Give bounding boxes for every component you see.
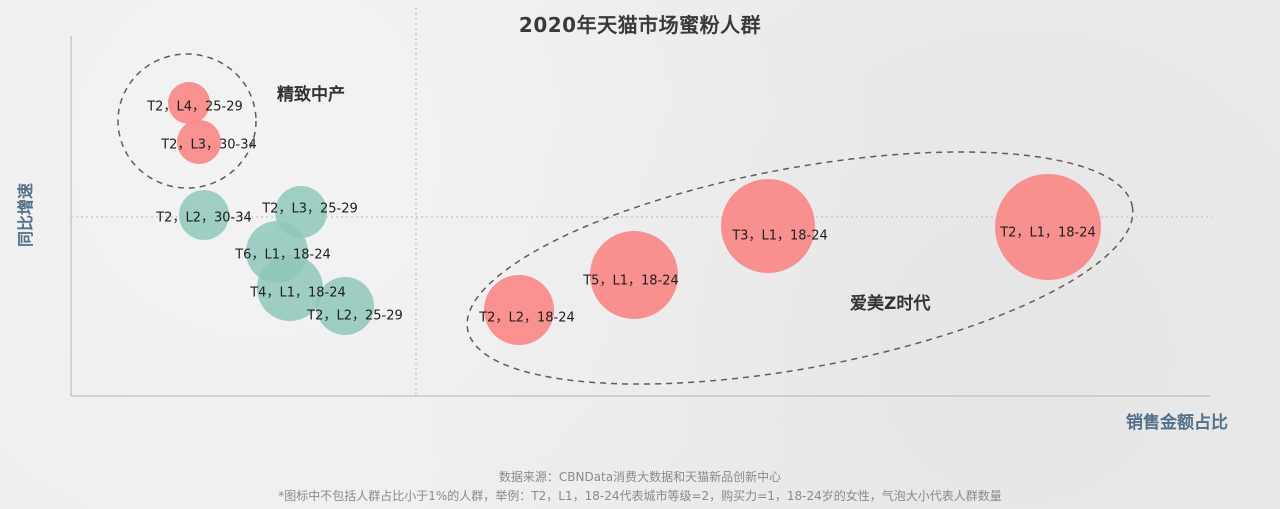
bubble-t2-l3-30-34[interactable]: [177, 120, 221, 164]
bubble-t6-l1-18-24[interactable]: [246, 221, 308, 283]
bubble-t2-l2-30-34[interactable]: [179, 190, 229, 240]
bubble-label: T2，L2，18-24: [479, 310, 575, 326]
bubble-label: T2，L4，25-29: [147, 99, 243, 115]
group-outline-jingzhi: [117, 53, 257, 189]
bubble-label: T2，L1，18-24: [1000, 225, 1096, 241]
footnote: *图标中不包括人群占比小于1%的人群，举例：T2，L1，18-24代表城市等级=…: [278, 489, 1002, 503]
teal-bubbles: [179, 186, 374, 335]
bubble-t2-l4-25-29[interactable]: [168, 82, 210, 124]
bubble-label: T4，L1，18-24: [250, 285, 346, 301]
group-label-aimei-z-shidai: 爱美Z时代: [850, 294, 931, 314]
x-axis-label: 销售金额占比: [1126, 413, 1228, 433]
bubble-label: T2，L3，25-29: [262, 201, 358, 217]
data-source-note: 数据来源：CBNData消费大数据和天猫新品创新中心: [498, 470, 782, 484]
bubble-label: T5，L1，18-24: [583, 273, 679, 289]
bubble-label: T2，L2，25-29: [307, 308, 403, 324]
red-bubbles: [168, 82, 1101, 345]
chart-title: 2020年天猫市场蜜粉人群: [518, 13, 762, 37]
y-axis-label: 同比增速: [16, 182, 35, 248]
bubble-t5-l1-18-24[interactable]: [590, 231, 678, 319]
bubble-label: T2，L2，30-34: [156, 210, 252, 226]
bubble-t3-l1-18-24[interactable]: [721, 179, 815, 273]
bubble-t2-l2-18-24[interactable]: [484, 275, 554, 345]
bubble-label: T3，L1，18-24: [732, 228, 828, 244]
bubble-label: T6，L1，18-24: [235, 247, 331, 263]
bubble-label: T2，L3，30-34: [161, 137, 257, 153]
group-label-jingzhi-zhongchan: 精致中产: [277, 85, 345, 105]
bubble-t2-l2-25-29[interactable]: [316, 277, 374, 335]
group-outline-z-generation: [466, 151, 1134, 385]
bubble-t2-l1-18-24[interactable]: [995, 174, 1101, 280]
